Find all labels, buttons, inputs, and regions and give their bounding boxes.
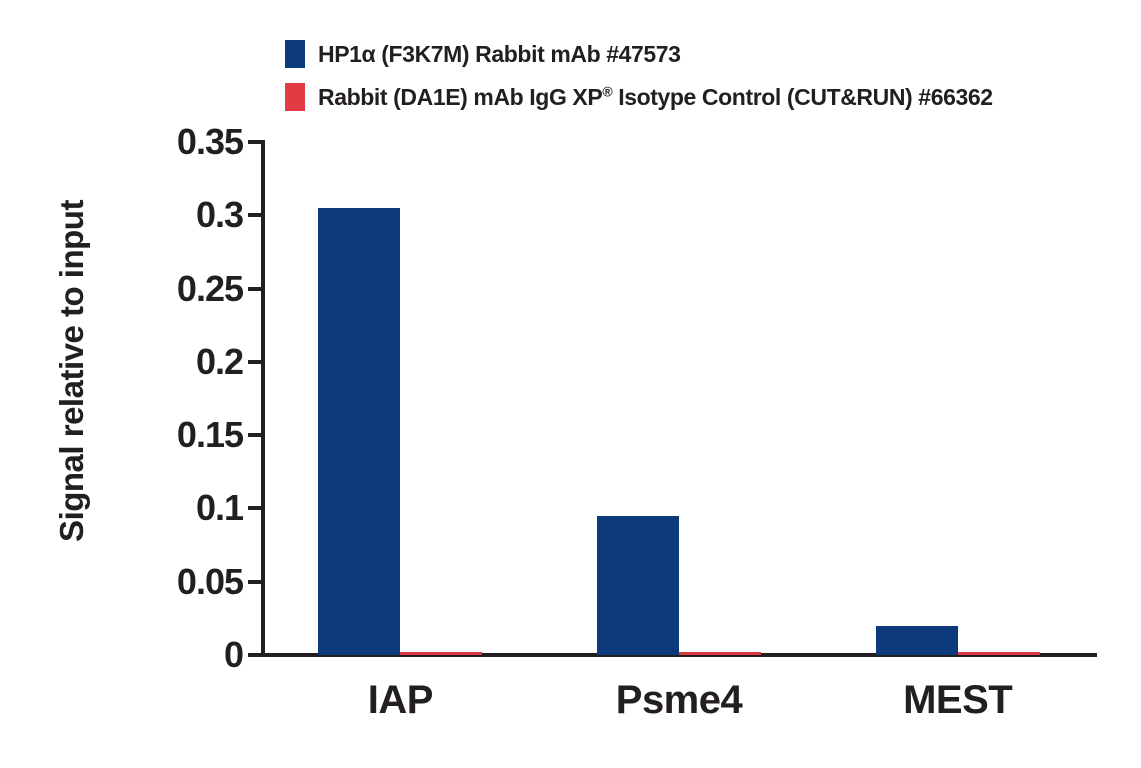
y-tick-mark xyxy=(248,506,261,511)
x-category-label: MEST xyxy=(903,678,1013,722)
bar-series0-psme4 xyxy=(597,516,679,655)
y-tick-label: 0.2 xyxy=(195,340,244,382)
y-tick-label: 0.05 xyxy=(176,560,244,602)
y-tick-mark xyxy=(248,653,261,657)
y-tick-label: 0.35 xyxy=(176,121,244,162)
y-tick-label: 0.1 xyxy=(195,487,244,529)
y-tick-label: 0.15 xyxy=(176,414,244,456)
y-tick-mark xyxy=(248,286,261,291)
y-tick-mark xyxy=(248,213,261,218)
y-axis-line xyxy=(261,140,265,657)
y-axis-title: Signal relative to input xyxy=(53,200,90,542)
x-category-label: Psme4 xyxy=(615,678,743,722)
y-tick-mark xyxy=(248,579,261,584)
y-tick-label: 0.25 xyxy=(176,267,244,309)
bar-series0-mest xyxy=(875,626,958,655)
bar-series0-iap xyxy=(318,208,401,655)
legend-label: Rabbit (DA1E) mAb IgG XP® Isotype Contro… xyxy=(318,82,993,110)
y-tick-mark xyxy=(248,433,261,438)
bar-series1-psme4 xyxy=(679,652,761,655)
y-tick-label: 0.3 xyxy=(195,194,244,236)
legend-item-1: Rabbit (DA1E) mAb IgG XP® Isotype Contro… xyxy=(285,83,993,111)
y-tick-mark xyxy=(248,140,261,144)
x-axis-line xyxy=(261,653,1097,657)
legend-item-0: HP1α (F3K7M) Rabbit mAb #47573 xyxy=(285,40,681,68)
legend-swatch-icon xyxy=(285,40,305,68)
bar-series1-mest xyxy=(957,652,1040,655)
y-tick-label: 0 xyxy=(223,634,244,675)
x-category-label: IAP xyxy=(367,678,434,722)
legend-label: HP1α (F3K7M) Rabbit mAb #47573 xyxy=(318,40,681,67)
bar-series1-iap xyxy=(400,652,483,655)
y-tick-mark xyxy=(248,359,261,364)
legend-swatch-icon xyxy=(285,83,305,111)
